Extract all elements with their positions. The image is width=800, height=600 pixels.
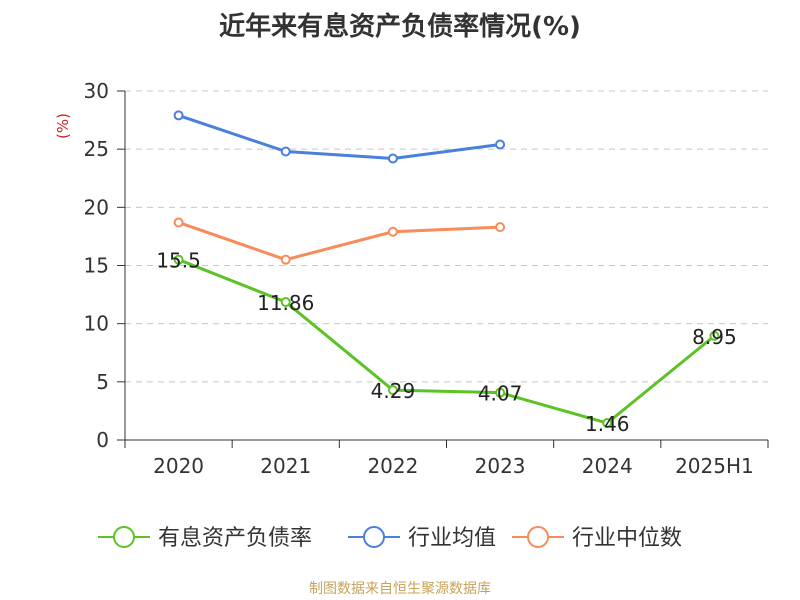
grid-lines xyxy=(125,90,768,383)
data-point xyxy=(495,222,506,233)
x-tick-label: 2020 xyxy=(153,454,204,478)
legend-label: 有息资产负债率 xyxy=(158,526,312,551)
data-point xyxy=(387,153,398,164)
data-point xyxy=(173,217,184,228)
data-point xyxy=(173,254,184,265)
y-tick-label: 0 xyxy=(96,428,109,452)
data-label: 11.86 xyxy=(257,291,314,315)
y-tick-label: 25 xyxy=(84,137,109,161)
series-line xyxy=(178,221,501,262)
data-label: 8.95 xyxy=(692,325,737,349)
legend-item[interactable]: 行业均值 xyxy=(348,526,496,551)
legend-label: 行业中位数 xyxy=(572,526,682,551)
data-point xyxy=(280,146,291,157)
x-tick-label: 2022 xyxy=(367,454,418,478)
y-tick-label: 10 xyxy=(84,312,109,336)
legend-marker xyxy=(113,526,135,548)
y-tick-label: 5 xyxy=(96,370,109,394)
y-tick-label: 30 xyxy=(84,79,109,103)
series-line xyxy=(178,114,501,160)
legend-marker xyxy=(527,526,549,548)
data-label: 1.46 xyxy=(585,412,630,436)
legend-marker xyxy=(363,526,385,548)
axes: 0 5 10 15 20 25 30 2020 2021 2022 2023 2024 2025H1 xyxy=(84,79,769,478)
series-layer xyxy=(173,110,720,429)
chart-title: 近年来有息资产负债率情况(%) xyxy=(219,12,581,42)
x-tick-label: 2023 xyxy=(475,454,526,478)
data-point xyxy=(602,418,613,429)
x-tick-label: 2025H1 xyxy=(675,454,754,478)
x-tick-label: 2024 xyxy=(582,454,633,478)
y-axis-label: (%) xyxy=(54,113,72,139)
data-point xyxy=(387,226,398,237)
data-label: 4.29 xyxy=(371,379,416,403)
data-point xyxy=(709,330,720,341)
data-point xyxy=(387,385,398,396)
y-tick-label: 20 xyxy=(84,195,109,219)
legend-item[interactable]: 行业中位数 xyxy=(512,526,682,551)
data-label: 15.5 xyxy=(156,249,201,273)
data-labels: 15.5 11.86 4.29 4.07 1.46 8.95 xyxy=(156,249,736,436)
data-point xyxy=(280,297,291,308)
source-note: 制图数据来自恒生聚源数据库 xyxy=(309,581,491,597)
data-label: 4.07 xyxy=(478,382,523,406)
data-point xyxy=(495,387,506,398)
data-point xyxy=(173,110,184,121)
legend[interactable]: 有息资产负债率 行业均值 行业中位数 xyxy=(98,526,682,551)
data-point xyxy=(495,139,506,150)
x-tick-label: 2021 xyxy=(260,454,311,478)
series-line xyxy=(178,258,716,425)
legend-item[interactable]: 有息资产负债率 xyxy=(98,526,312,551)
legend-label: 行业均值 xyxy=(408,526,496,551)
data-point xyxy=(280,254,291,265)
y-tick-label: 15 xyxy=(84,254,109,278)
